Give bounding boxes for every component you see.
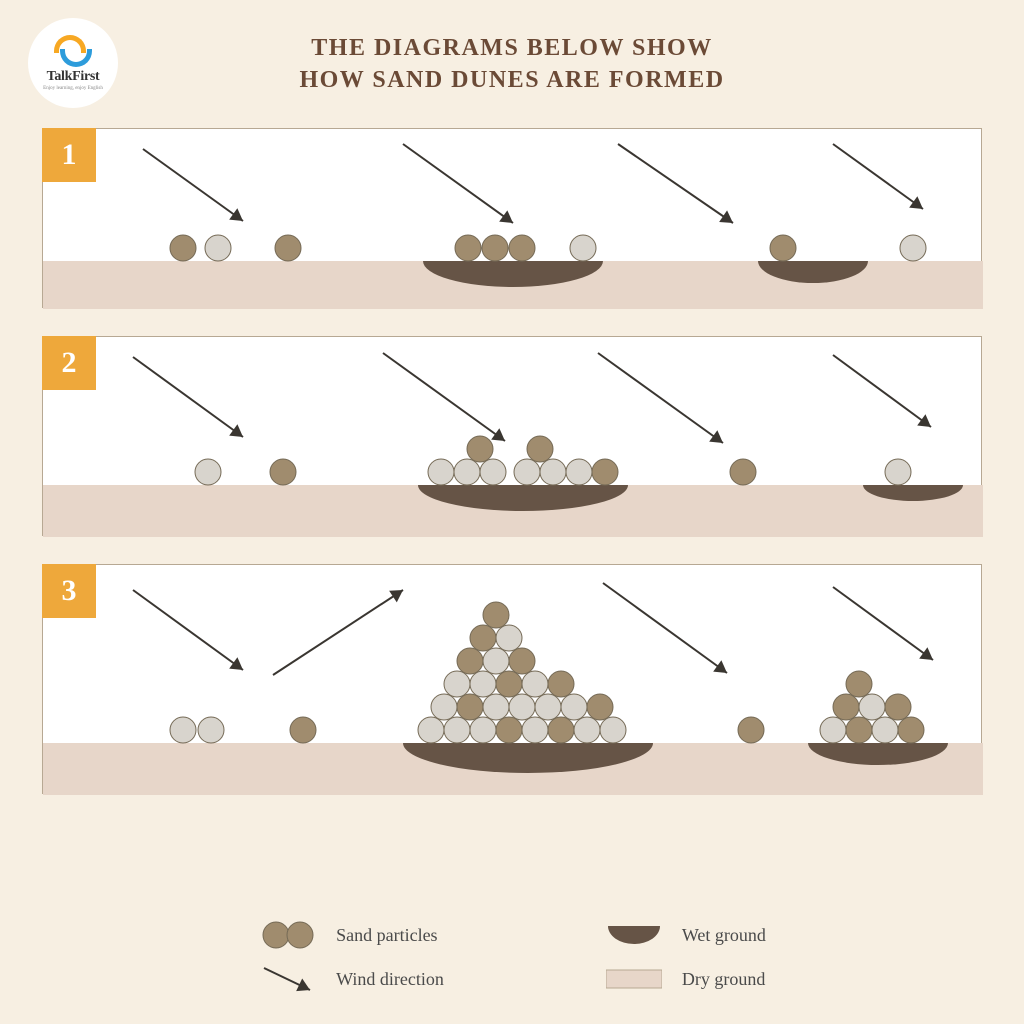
legend-label: Sand particles: [336, 925, 437, 946]
legend-label: Dry ground: [682, 969, 766, 990]
page-title: THE DIAGRAMS BELOW SHOW HOW SAND DUNES A…: [0, 32, 1024, 97]
legend-item-dry: Dry ground: [604, 964, 766, 994]
legend-label: Wet ground: [682, 925, 766, 946]
diagram-panel-3: 3: [42, 564, 982, 794]
dry-ground-icon: [604, 964, 664, 994]
page-root: TalkFirst Enjoy learning, enjoy English …: [0, 0, 1024, 1024]
legend-item-wind: Wind direction: [258, 964, 444, 994]
panel-number-badge: 1: [42, 128, 96, 182]
title-line-1: THE DIAGRAMS BELOW SHOW: [0, 32, 1024, 64]
legend-item-wet: Wet ground: [604, 920, 766, 950]
legend-col-left: Sand particles Wind direction: [258, 920, 444, 994]
title-line-2: HOW SAND DUNES ARE FORMED: [0, 64, 1024, 96]
diagram-panels: 1 2 3: [42, 128, 982, 822]
diagram-panel-1: 1: [42, 128, 982, 308]
panel-number-badge: 2: [42, 336, 96, 390]
panel-number-badge: 3: [42, 564, 96, 618]
legend-col-right: Wet ground Dry ground: [604, 920, 766, 994]
wind-direction-icon: [258, 964, 318, 994]
sand-particles-icon: [258, 920, 318, 950]
legend-label: Wind direction: [336, 969, 444, 990]
legend: Sand particles Wind direction Wet ground: [0, 920, 1024, 994]
diagram-panel-2: 2: [42, 336, 982, 536]
legend-item-sand: Sand particles: [258, 920, 444, 950]
wet-ground-icon: [604, 920, 664, 950]
